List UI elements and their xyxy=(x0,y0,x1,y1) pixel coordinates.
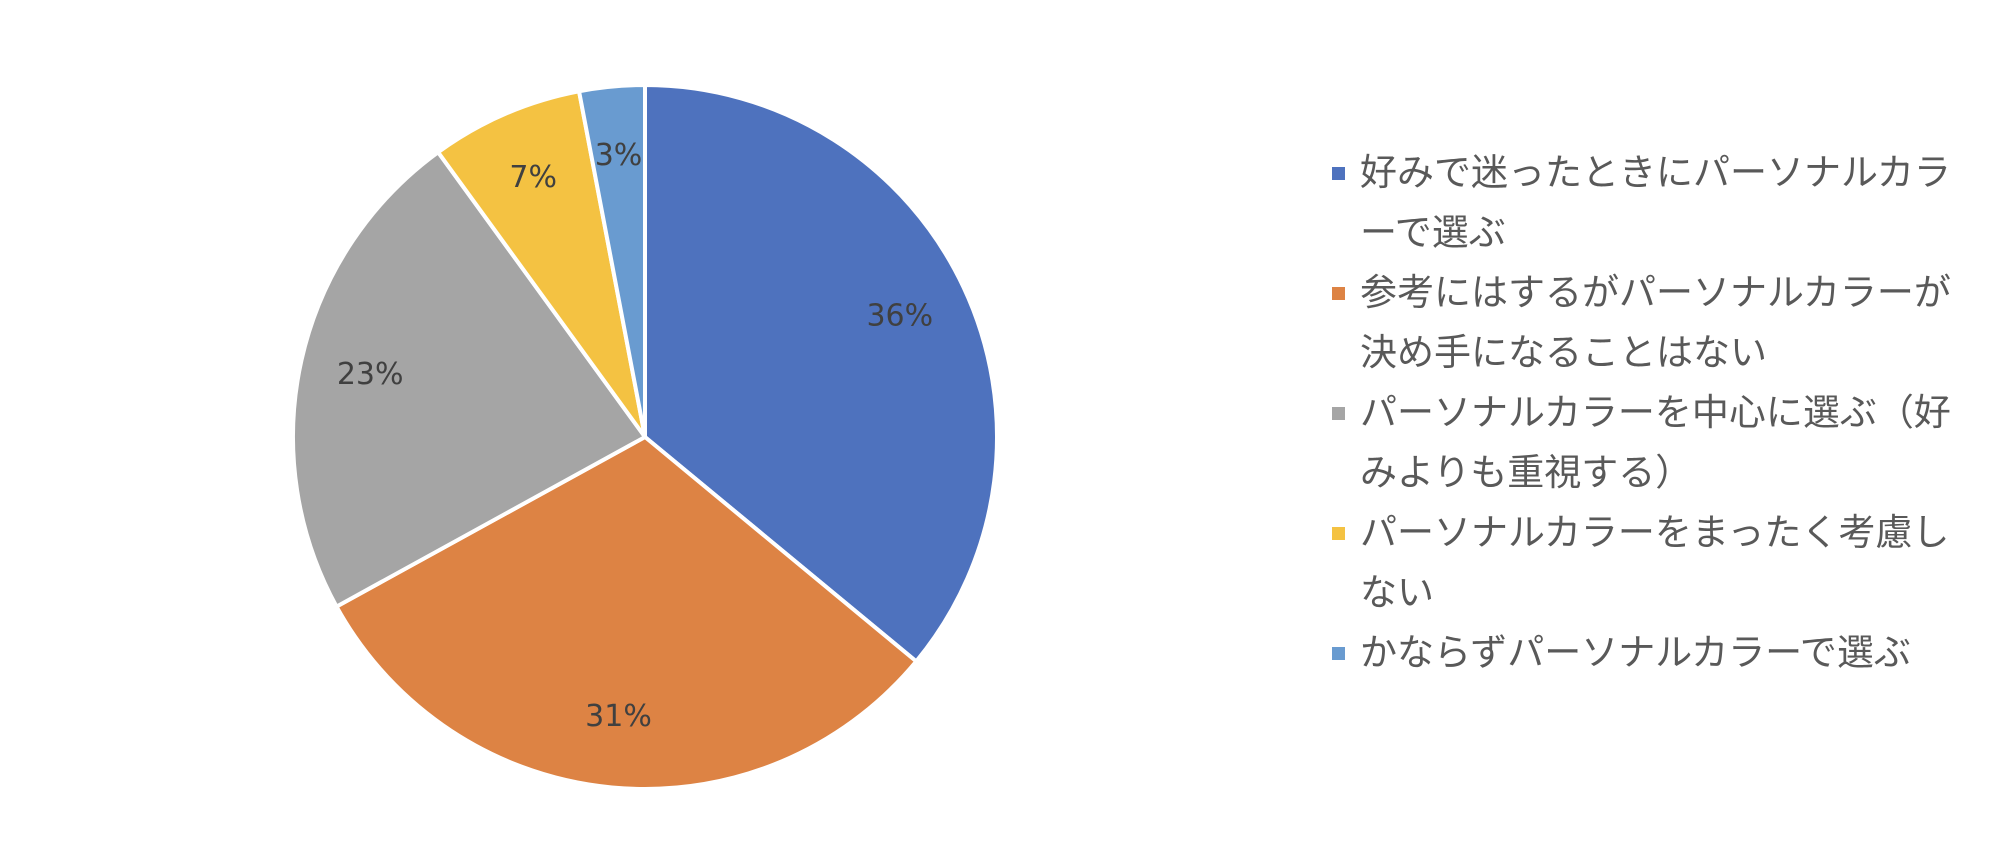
legend-label: パーソナルカラーをまったく考慮しない xyxy=(1360,511,1950,614)
legend-label: かならずパーソナルカラーで選ぶ xyxy=(1360,631,1911,674)
legend-item: かならずパーソナルカラーで選ぶ xyxy=(1332,623,1982,683)
legend-label: 参考にはするがパーソナルカラーが決め手になることはない xyxy=(1360,271,1951,374)
legend-label: パーソナルカラーを中心に選ぶ（好みよりも重視する） xyxy=(1360,391,1951,494)
legend-swatch xyxy=(1332,287,1345,300)
pie-slice xyxy=(291,149,648,610)
pie-slice xyxy=(435,88,647,439)
legend-item: 好みで迷ったときにパーソナルカラーで選ぶ xyxy=(1332,143,1982,263)
legend-item: パーソナルカラーを中心に選ぶ（好みよりも重視する） xyxy=(1332,383,1982,503)
legend-swatch xyxy=(1332,407,1345,420)
legend-item: パーソナルカラーをまったく考慮しない xyxy=(1332,503,1982,623)
legend-swatch xyxy=(1332,647,1345,660)
legend-swatch xyxy=(1332,167,1345,180)
legend: 好みで迷ったときにパーソナルカラーで選ぶ 参考にはするがパーソナルカラーが決め手に… xyxy=(1332,143,1982,683)
pie-slice xyxy=(333,434,920,791)
legend-label: 好みで迷ったときにパーソナルカラーで選ぶ xyxy=(1360,151,1951,254)
data-label: 31% xyxy=(585,699,652,734)
data-label: 36% xyxy=(866,299,933,334)
pie-slice xyxy=(576,82,647,438)
pie-slice xyxy=(643,82,999,665)
data-label: 3% xyxy=(595,138,643,173)
data-label: 7% xyxy=(509,160,557,195)
legend-swatch xyxy=(1332,527,1345,540)
data-label: 23% xyxy=(337,357,404,392)
legend-item: 参考にはするがパーソナルカラーが決め手になることはない xyxy=(1332,263,1982,383)
